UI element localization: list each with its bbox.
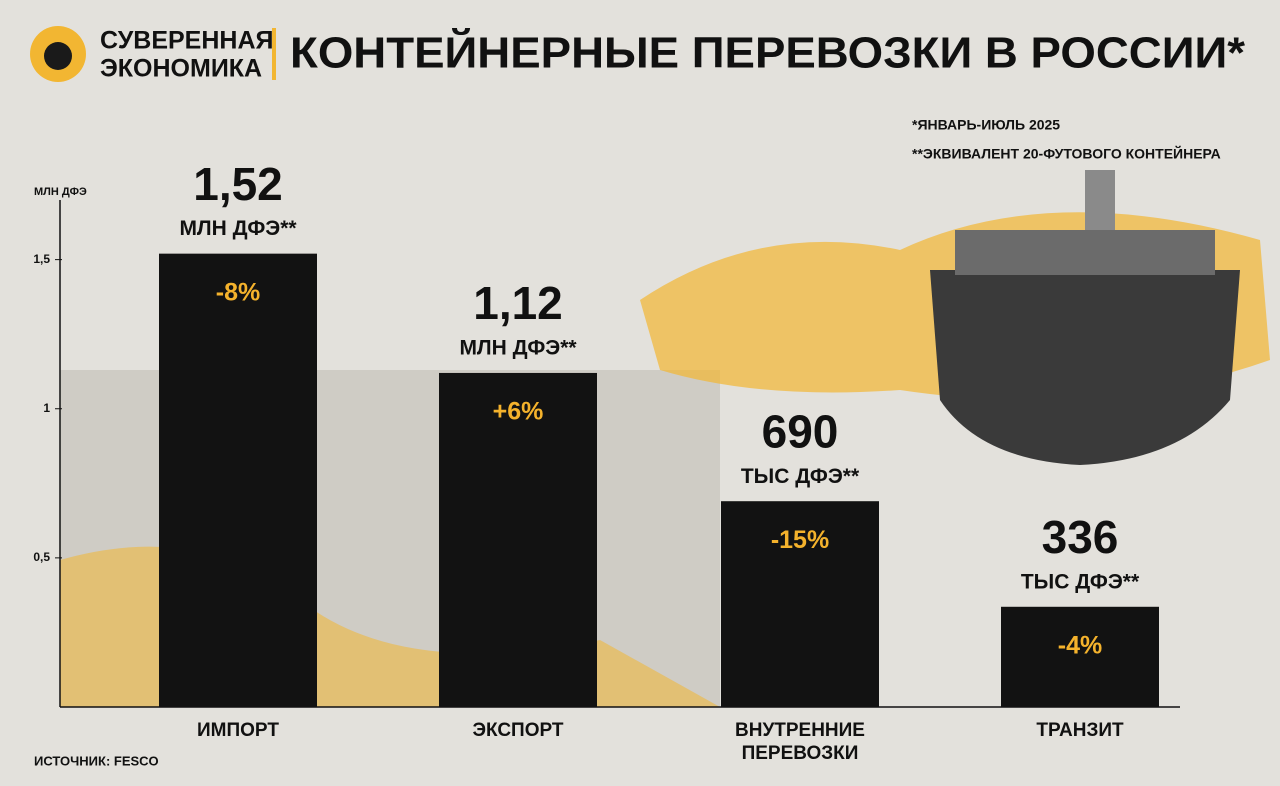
x-tick-label: ВНУТРЕННИЕ ПЕРЕВОЗКИ xyxy=(735,720,865,764)
x-tick-label: ТРАНЗИТ xyxy=(1036,720,1124,741)
x-tick-label: ЭКСПОРТ xyxy=(472,720,564,741)
note: **ЭКВИВАЛЕНТ 20-ФУТОВОГО КОНТЕЙНЕРА xyxy=(912,145,1221,162)
logo-icon xyxy=(44,42,72,70)
source: ИСТОЧНИК: FESCO xyxy=(34,753,159,768)
bar xyxy=(721,501,879,707)
bar xyxy=(159,253,317,707)
unit-label: МЛН ДФЭ** xyxy=(459,337,577,360)
unit-label: ТЫС ДФЭ** xyxy=(1021,570,1140,593)
brand-line: ЭКОНОМИКА xyxy=(100,55,262,83)
change-label: -8% xyxy=(216,278,260,306)
change-label: -4% xyxy=(1058,631,1102,659)
value-label: 1,52 xyxy=(193,158,283,210)
unit-label: ТЫС ДФЭ** xyxy=(741,465,860,488)
chart-title: КОНТЕЙНЕРНЫЕ ПЕРЕВОЗКИ В РОССИИ* xyxy=(290,27,1246,78)
separator xyxy=(272,28,276,80)
y-tick-label: 1 xyxy=(43,401,50,415)
y-tick-label: 0,5 xyxy=(33,550,50,564)
note: *ЯНВАРЬ-ИЮЛЬ 2025 xyxy=(912,117,1060,133)
bar xyxy=(439,372,597,707)
value-label: 690 xyxy=(762,405,839,457)
y-axis-label: МЛН ДФЭ xyxy=(34,186,87,198)
brand-line: СУВЕРЕННАЯ xyxy=(100,27,274,55)
x-tick-label: ИМПОРТ xyxy=(197,720,279,741)
unit-label: МЛН ДФЭ** xyxy=(179,217,297,240)
change-label: +6% xyxy=(493,398,544,426)
value-label: 1,12 xyxy=(473,277,563,329)
bar xyxy=(1001,606,1159,707)
value-label: 336 xyxy=(1042,511,1119,563)
change-label: -15% xyxy=(771,526,829,554)
y-tick-label: 1,5 xyxy=(33,252,50,266)
